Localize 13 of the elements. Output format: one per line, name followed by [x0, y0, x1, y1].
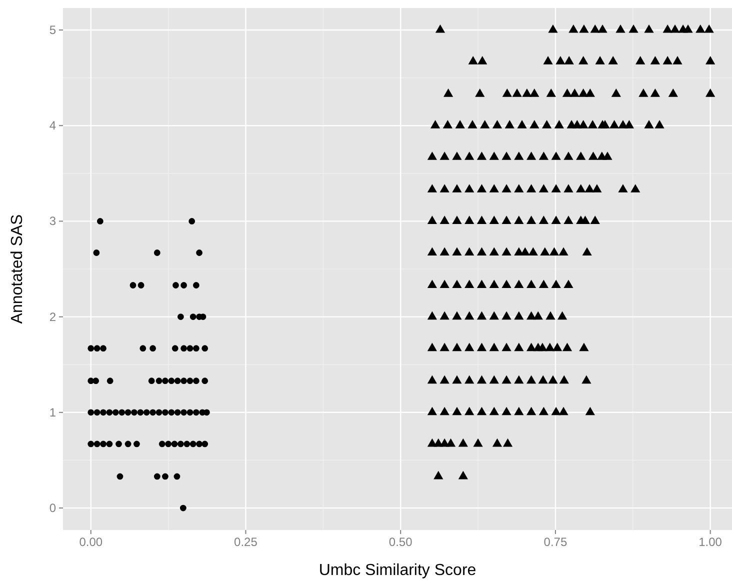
x-tick-label: 0.75 [544, 535, 568, 549]
y-tick-label: 2 [49, 310, 56, 324]
y-tick-label: 5 [49, 22, 56, 37]
x-tick-label: 1.00 [698, 535, 722, 549]
y-axis-title: Annotated SAS [9, 214, 26, 324]
x-tick-label: 0.50 [388, 535, 413, 549]
y-tick-label: 3 [49, 214, 56, 228]
y-tick-label: 4 [49, 118, 56, 133]
x-axis-title: Umbc Similarity Score [318, 562, 476, 579]
y-tick-label: 0 [49, 501, 56, 516]
x-tick-label: 0.00 [79, 535, 103, 549]
y-tick-label: 1 [49, 405, 56, 420]
x-tick-label: 0.25 [234, 535, 258, 549]
